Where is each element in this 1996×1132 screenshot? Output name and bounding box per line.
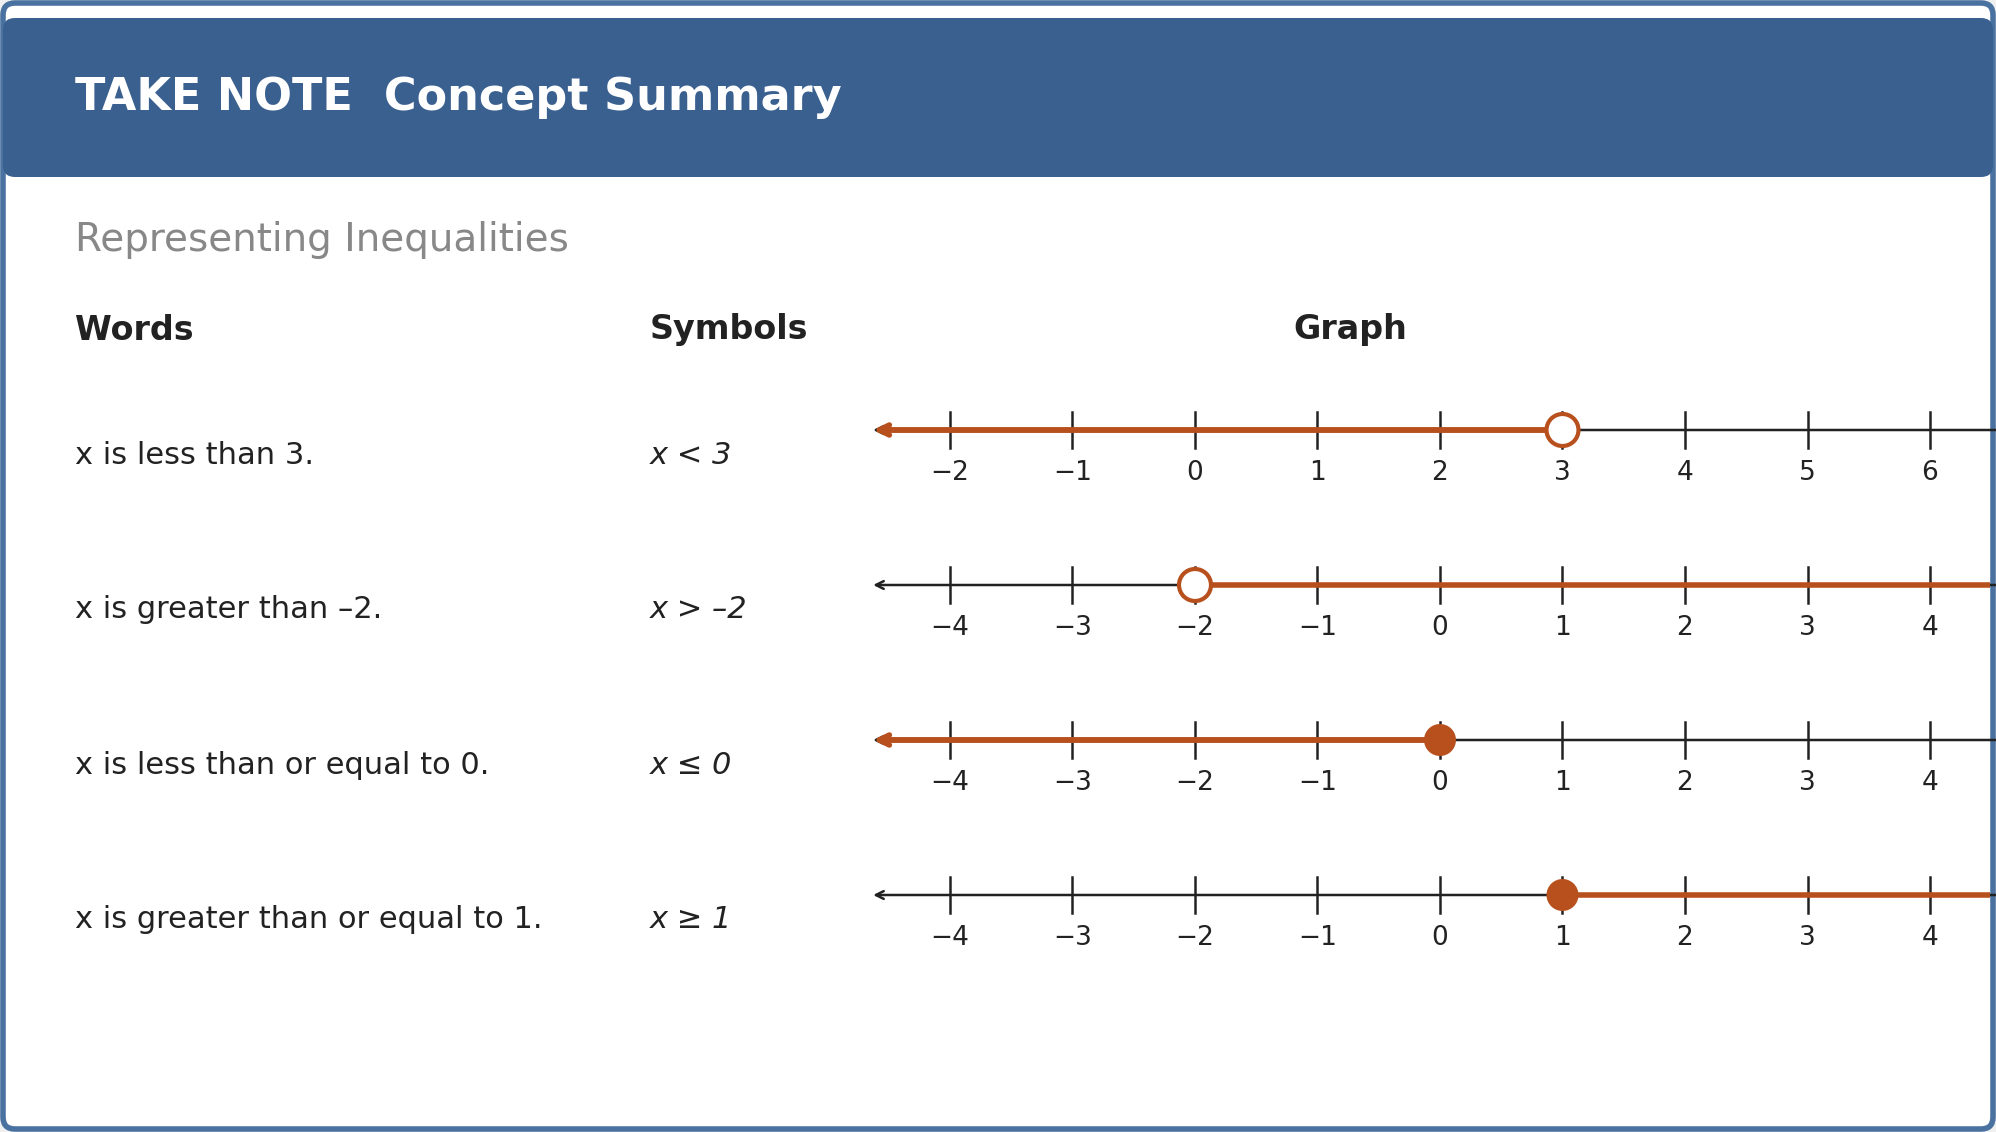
- Circle shape: [1180, 569, 1212, 601]
- Text: 0: 0: [1431, 615, 1449, 641]
- Text: 1: 1: [1555, 925, 1571, 951]
- Text: −4: −4: [930, 770, 970, 796]
- Text: −1: −1: [1054, 460, 1092, 486]
- Text: 2: 2: [1677, 925, 1693, 951]
- Circle shape: [1547, 880, 1579, 911]
- Text: 4: 4: [1677, 460, 1693, 486]
- Text: 1: 1: [1309, 460, 1325, 486]
- Text: −3: −3: [1054, 615, 1092, 641]
- Text: 3: 3: [1798, 770, 1816, 796]
- Text: x is less than or equal to 0.: x is less than or equal to 0.: [76, 751, 489, 780]
- Text: 2: 2: [1677, 615, 1693, 641]
- Text: x > –2: x > –2: [651, 595, 748, 625]
- FancyBboxPatch shape: [4, 18, 1992, 177]
- Text: 1: 1: [1555, 615, 1571, 641]
- Bar: [16, 97, 1980, 165]
- Text: −2: −2: [1176, 770, 1214, 796]
- Text: −1: −1: [1297, 615, 1337, 641]
- Text: −2: −2: [1176, 615, 1214, 641]
- Text: −4: −4: [930, 925, 970, 951]
- Text: 3: 3: [1798, 615, 1816, 641]
- Text: 2: 2: [1431, 460, 1449, 486]
- Text: x ≥ 1: x ≥ 1: [651, 906, 733, 935]
- Text: 4: 4: [1922, 770, 1938, 796]
- Text: 1: 1: [1555, 770, 1571, 796]
- Circle shape: [1547, 414, 1579, 446]
- Text: 0: 0: [1188, 460, 1204, 486]
- Text: 3: 3: [1798, 925, 1816, 951]
- Text: 0: 0: [1431, 925, 1449, 951]
- Text: x is greater than –2.: x is greater than –2.: [76, 595, 383, 625]
- Text: x ≤ 0: x ≤ 0: [651, 751, 733, 780]
- Text: 4: 4: [1922, 615, 1938, 641]
- FancyBboxPatch shape: [4, 3, 1992, 1129]
- Text: x is greater than or equal to 1.: x is greater than or equal to 1.: [76, 906, 543, 935]
- Text: 0: 0: [1431, 770, 1449, 796]
- Text: x < 3: x < 3: [651, 440, 733, 470]
- Text: Graph: Graph: [1293, 314, 1407, 346]
- Text: Representing Inequalities: Representing Inequalities: [76, 221, 569, 259]
- Text: −4: −4: [930, 615, 970, 641]
- Text: x is less than 3.: x is less than 3.: [76, 440, 313, 470]
- Text: −1: −1: [1297, 925, 1337, 951]
- Text: −2: −2: [1176, 925, 1214, 951]
- Text: TAKE NOTE  Concept Summary: TAKE NOTE Concept Summary: [76, 76, 842, 119]
- Text: 3: 3: [1555, 460, 1571, 486]
- Text: −3: −3: [1054, 770, 1092, 796]
- Text: 5: 5: [1798, 460, 1816, 486]
- Text: −2: −2: [930, 460, 970, 486]
- Text: 4: 4: [1922, 925, 1938, 951]
- Circle shape: [1423, 724, 1455, 756]
- Text: Words: Words: [76, 314, 194, 346]
- Text: 6: 6: [1922, 460, 1938, 486]
- Text: 2: 2: [1677, 770, 1693, 796]
- Text: Symbols: Symbols: [651, 314, 808, 346]
- Text: −3: −3: [1054, 925, 1092, 951]
- Text: −1: −1: [1297, 770, 1337, 796]
